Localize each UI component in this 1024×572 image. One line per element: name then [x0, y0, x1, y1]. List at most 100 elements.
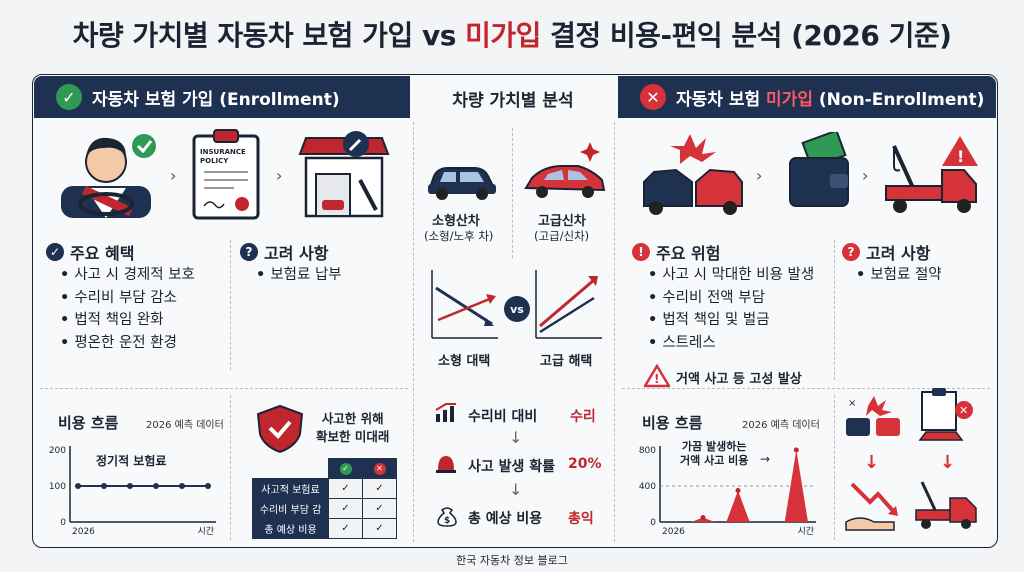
list-item: 수리비 부담 감소: [60, 287, 195, 310]
data-point: [700, 515, 706, 520]
x-tick-label: 2026: [72, 527, 95, 537]
big-benefit-label: 고급 해택: [540, 354, 593, 369]
check-icon: ✓: [362, 498, 397, 519]
tow-truck-mini-icon: [915, 481, 977, 529]
bar-chart-icon: [435, 403, 456, 422]
chevron-right-icon: ›: [862, 166, 869, 185]
table-row: 총 예상 비용 ✓ ✓: [252, 518, 397, 539]
check-icon: ✓: [328, 478, 363, 499]
big-car-label: 고급신차: [538, 214, 586, 229]
right-cost-note: 2026 예측 데이터: [742, 420, 820, 431]
data-point: [153, 483, 159, 489]
driver-illustration: [61, 134, 156, 218]
small-benefit-label: 소형 대택: [438, 354, 491, 369]
list-item: 수리비 전액 부담: [648, 287, 814, 310]
shield-check-icon: [256, 404, 304, 454]
cost-title: 비용 흐름: [58, 414, 119, 432]
insurance-policy-icon: [192, 129, 260, 220]
tow-truck-icon: !: [885, 136, 978, 213]
crash-mini-icon: ×: [846, 396, 900, 436]
svg-text:✕: ✕: [959, 404, 968, 417]
left-cost-chart: 0 100 200 2026 시간: [49, 446, 216, 537]
question-icon: ?: [240, 243, 258, 261]
risks-title: ! 주요 위험: [632, 240, 720, 264]
x-icon: ✕: [373, 462, 386, 475]
divider-left: [413, 122, 414, 542]
chart-annotation: 가끔 발생하는 거액 사고 비용: [680, 440, 749, 467]
y-tick-label: 0: [650, 518, 656, 528]
enrollment-header-label: 자동차 보험 가입 (Enrollment): [92, 89, 340, 110]
y-tick-label: 800: [639, 446, 656, 456]
check-circle-icon: ✓: [56, 84, 82, 110]
warning-text: 거액 사고 등 고성 발상: [676, 372, 802, 387]
title-part1: 차량 가치별 자동차 보험 가입 vs: [72, 19, 466, 52]
non-enrollment-header: ✕ 자동차 보험 미가입 (Non-Enrollment): [618, 76, 996, 118]
down-arrow-icon: ↓: [864, 452, 880, 473]
data-point: [793, 447, 799, 453]
right-consider-title: ? 고려 사항: [842, 240, 930, 264]
divider-middle: [512, 128, 513, 258]
small-car-icon: [428, 167, 496, 200]
data-point: [101, 483, 107, 489]
non-enrollment-header-label: 자동차 보험 미가입 (Non-Enrollment): [676, 89, 985, 110]
table-row: 수리비 부담 감 ✓ ✓: [252, 498, 397, 519]
y-tick-label: 400: [639, 482, 656, 492]
y-tick-label: 100: [49, 482, 66, 492]
benefits-list: 사고 시 경제적 보호 수리비 부담 감소 법적 책임 완화 평온한 운전 환경: [60, 264, 195, 354]
svg-text:×: ×: [848, 398, 856, 409]
row-label: 사고 발생 확률: [468, 459, 556, 475]
down-arrow-icon: ↓: [940, 452, 956, 473]
check-icon: ✓: [362, 518, 397, 539]
list-item: 보험료 절약: [856, 264, 941, 287]
money-bag-icon: $: [437, 507, 457, 527]
check-icon: ✓: [46, 243, 64, 261]
risks-list: 사고 시 막대한 비용 발생 수리비 전액 부담 법적 책임 및 벌금 스트레스: [648, 264, 814, 354]
big-car-sub: (고급/신차): [534, 229, 590, 243]
repair-shop-icon: [298, 131, 390, 218]
list-item: 스트레스: [648, 332, 814, 355]
divider-right-inner2: [834, 395, 835, 540]
check-icon: ✓: [339, 462, 352, 475]
consider-list: 보험료 납부: [256, 264, 341, 287]
list-item: 법적 책임 및 벌금: [648, 309, 814, 332]
title-part2: 결정 비용-편익 분석 (2026 기준): [540, 19, 952, 52]
list-item: 평온한 운전 환경: [60, 332, 195, 355]
check-icon: ✓: [328, 498, 363, 519]
luxury-car-icon: [524, 142, 606, 198]
warning-icon: !: [644, 364, 670, 388]
data-point: [205, 483, 211, 489]
check-icon: ✓: [328, 518, 363, 539]
car-crash-icon: [643, 134, 743, 215]
bill-car-icon: ✕: [918, 388, 973, 441]
exclamation-icon: !: [632, 243, 650, 261]
row-label: 수리비 대비: [468, 409, 538, 425]
svg-text:!: !: [957, 147, 964, 166]
small-car-sub: (소형/노후 차): [424, 229, 494, 243]
table-row: ✓ ✕: [253, 458, 397, 479]
enrollment-header: ✓ 자동차 보험 가입 (Enrollment): [34, 76, 410, 118]
svg-text:$: $: [444, 516, 450, 526]
right-cost-chart: 0 400 800 2026 시간: [639, 446, 816, 537]
data-point: [75, 483, 81, 489]
row-value: 총익: [568, 511, 594, 527]
divider-left-inner2: [230, 395, 231, 540]
chart-series-label: 정기적 보험료: [96, 454, 167, 468]
shield-text: 사고한 위해 확보한 미대래: [316, 411, 390, 444]
row-value: 수리: [570, 409, 596, 425]
y-tick-label: 200: [49, 446, 66, 456]
page-title: 차량 가치별 자동차 보험 가입 vs 미가입 결정 비용-편익 분석 (202…: [0, 14, 1024, 54]
data-point: [127, 483, 133, 489]
right-consider-list: 보험료 절약: [856, 264, 941, 287]
small-car-label: 소형산차: [432, 214, 480, 229]
x-tick-label: 2026: [662, 527, 685, 537]
chevron-right-icon: ›: [756, 166, 763, 185]
question-icon: ?: [842, 243, 860, 261]
data-point: [735, 488, 741, 493]
svg-text:!: !: [654, 372, 659, 386]
wallet-icon: [789, 132, 849, 207]
series-area: [660, 450, 816, 522]
right-cost-title: 비용 흐름: [642, 414, 703, 432]
divider-right-inner: [834, 240, 835, 380]
big-trend-chart: [535, 270, 602, 339]
divider-left-h: [40, 388, 408, 389]
